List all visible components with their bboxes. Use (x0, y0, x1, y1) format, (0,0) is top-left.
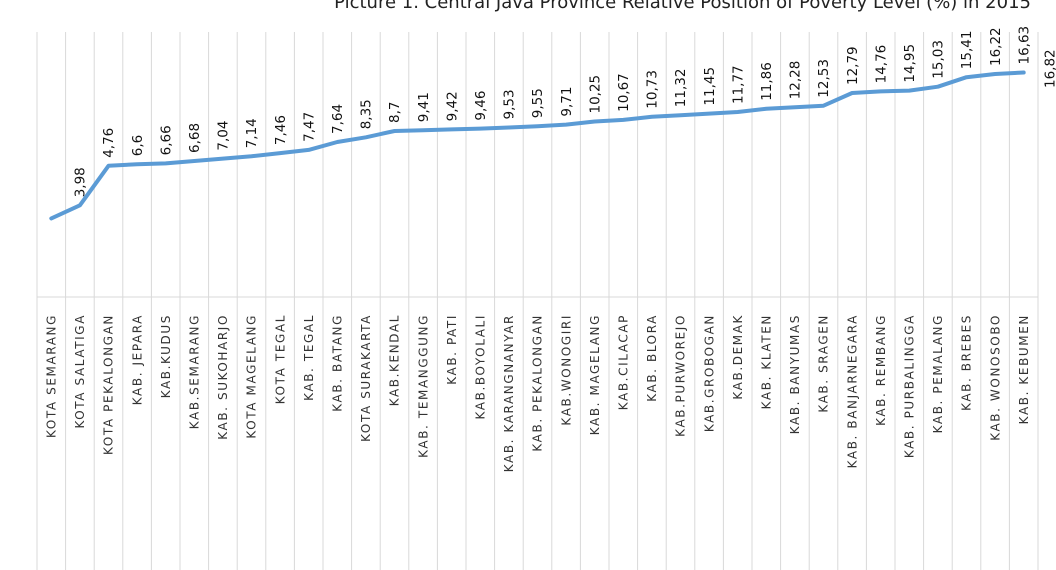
data-label: 10,67 (616, 73, 632, 112)
category-label: KAB. BLORA (645, 314, 659, 402)
category-label: KAB.CILACAP (617, 314, 631, 410)
chart-title: Picture 1. Central Java Province Relativ… (334, 0, 1031, 13)
category-label: KAB. REMBANG (874, 314, 888, 426)
category-label: KAB. BREBES (960, 314, 974, 411)
data-label: 7,46 (273, 115, 289, 145)
data-label: 11,86 (759, 62, 775, 101)
data-label: 9,55 (530, 88, 546, 118)
data-label: 14,76 (873, 45, 889, 84)
category-label: KAB. PEMALANG (931, 314, 945, 433)
data-labels: 3,98 4,76 6,6 6,66 6,68 7,04 7,14 7,46 7,47 7,64 8… (73, 26, 1056, 197)
poverty-series-line (49, 70, 1026, 221)
category-label: KAB. KLATEN (760, 314, 774, 409)
category-label: KOTA SALATIGA (73, 314, 87, 429)
data-label: 10,73 (645, 70, 661, 109)
data-label: 6,6 (130, 135, 146, 156)
category-label: KAB. TEGAL (302, 314, 316, 401)
category-label: KAB. BANYUMAS (788, 314, 802, 434)
category-label: KAB. PATI (445, 314, 459, 385)
data-label: 14,95 (902, 44, 918, 83)
category-label: KOTA TEGAL (273, 314, 287, 404)
category-label: KAB.PURWOREJO (674, 314, 688, 437)
data-label: 12,79 (845, 46, 861, 85)
category-label: KAB.GROBOGAN (702, 314, 716, 432)
data-label: 12,28 (788, 61, 804, 100)
data-label: 10,25 (587, 75, 603, 114)
data-label: 6,68 (187, 123, 203, 153)
data-label: 9,42 (444, 91, 460, 121)
category-axis-labels: KOTA SEMARANG KOTA SALATIGA KOTA PEKALONGA… (45, 314, 1031, 472)
category-label: KOTA PEKALONGAN (102, 314, 116, 455)
category-label: KOTA MAGELANG (245, 314, 259, 439)
data-label: 7,04 (216, 121, 232, 151)
category-label: KAB. PURBALINGGA (903, 314, 917, 458)
data-label: 12,53 (816, 59, 832, 98)
category-label: KAB. KEBUMEN (1017, 314, 1031, 424)
category-label: KAB. SUKOHARJO (216, 314, 230, 440)
data-label: 15,03 (931, 40, 947, 79)
data-label: 8,35 (359, 99, 375, 129)
category-label: KAB. KARANGNANYAR (502, 314, 516, 472)
gridlines (36, 32, 1039, 570)
category-label: KAB. WONOSOBO (988, 314, 1002, 441)
data-label: 6,66 (158, 125, 174, 155)
category-label: KAB.KUDUS (159, 314, 173, 398)
data-label: 9,46 (473, 91, 489, 121)
category-label: KOTA SEMARANG (45, 314, 59, 438)
category-label: KAB.KENDAL (388, 314, 402, 406)
data-label: 8,7 (387, 102, 403, 123)
category-label: KAB. MAGELANG (588, 314, 602, 435)
data-label: 3,98 (73, 167, 89, 197)
data-label: 7,14 (244, 118, 260, 148)
category-label: KAB. PEKALONGAN (531, 314, 545, 452)
data-label: 9,71 (559, 87, 575, 117)
data-label: 15,41 (959, 31, 975, 70)
category-label: KAB. JEPARA (130, 314, 144, 405)
data-label: 7,47 (301, 112, 317, 142)
data-label: 11,77 (730, 65, 746, 104)
data-label: 11,32 (673, 69, 689, 108)
category-label: KAB.BOYOLALI (474, 314, 488, 419)
category-label: KAB.WONOGIRI (559, 314, 573, 426)
category-label: KAB. BATANG (331, 314, 345, 412)
category-label: KAB. TEMANGGUNG (416, 314, 430, 458)
category-label: KAB. SRAGEN (817, 314, 831, 413)
data-label-extra: 16,82 (1043, 49, 1056, 88)
category-label: KAB.SEMARANG (188, 314, 202, 429)
data-label: 16,63 (1016, 26, 1032, 65)
data-label: 9,41 (416, 92, 432, 122)
data-label: 9,53 (502, 89, 518, 119)
data-label: 11,45 (702, 67, 718, 106)
data-label: 16,22 (988, 27, 1004, 66)
data-label: 7,64 (330, 104, 346, 134)
category-label: KAB.DEMAK (731, 314, 745, 400)
data-label: 4,76 (101, 128, 117, 158)
category-label: KAB. BANJARNEGARA (845, 314, 859, 468)
category-label: KOTA SURAKARTA (359, 314, 373, 442)
